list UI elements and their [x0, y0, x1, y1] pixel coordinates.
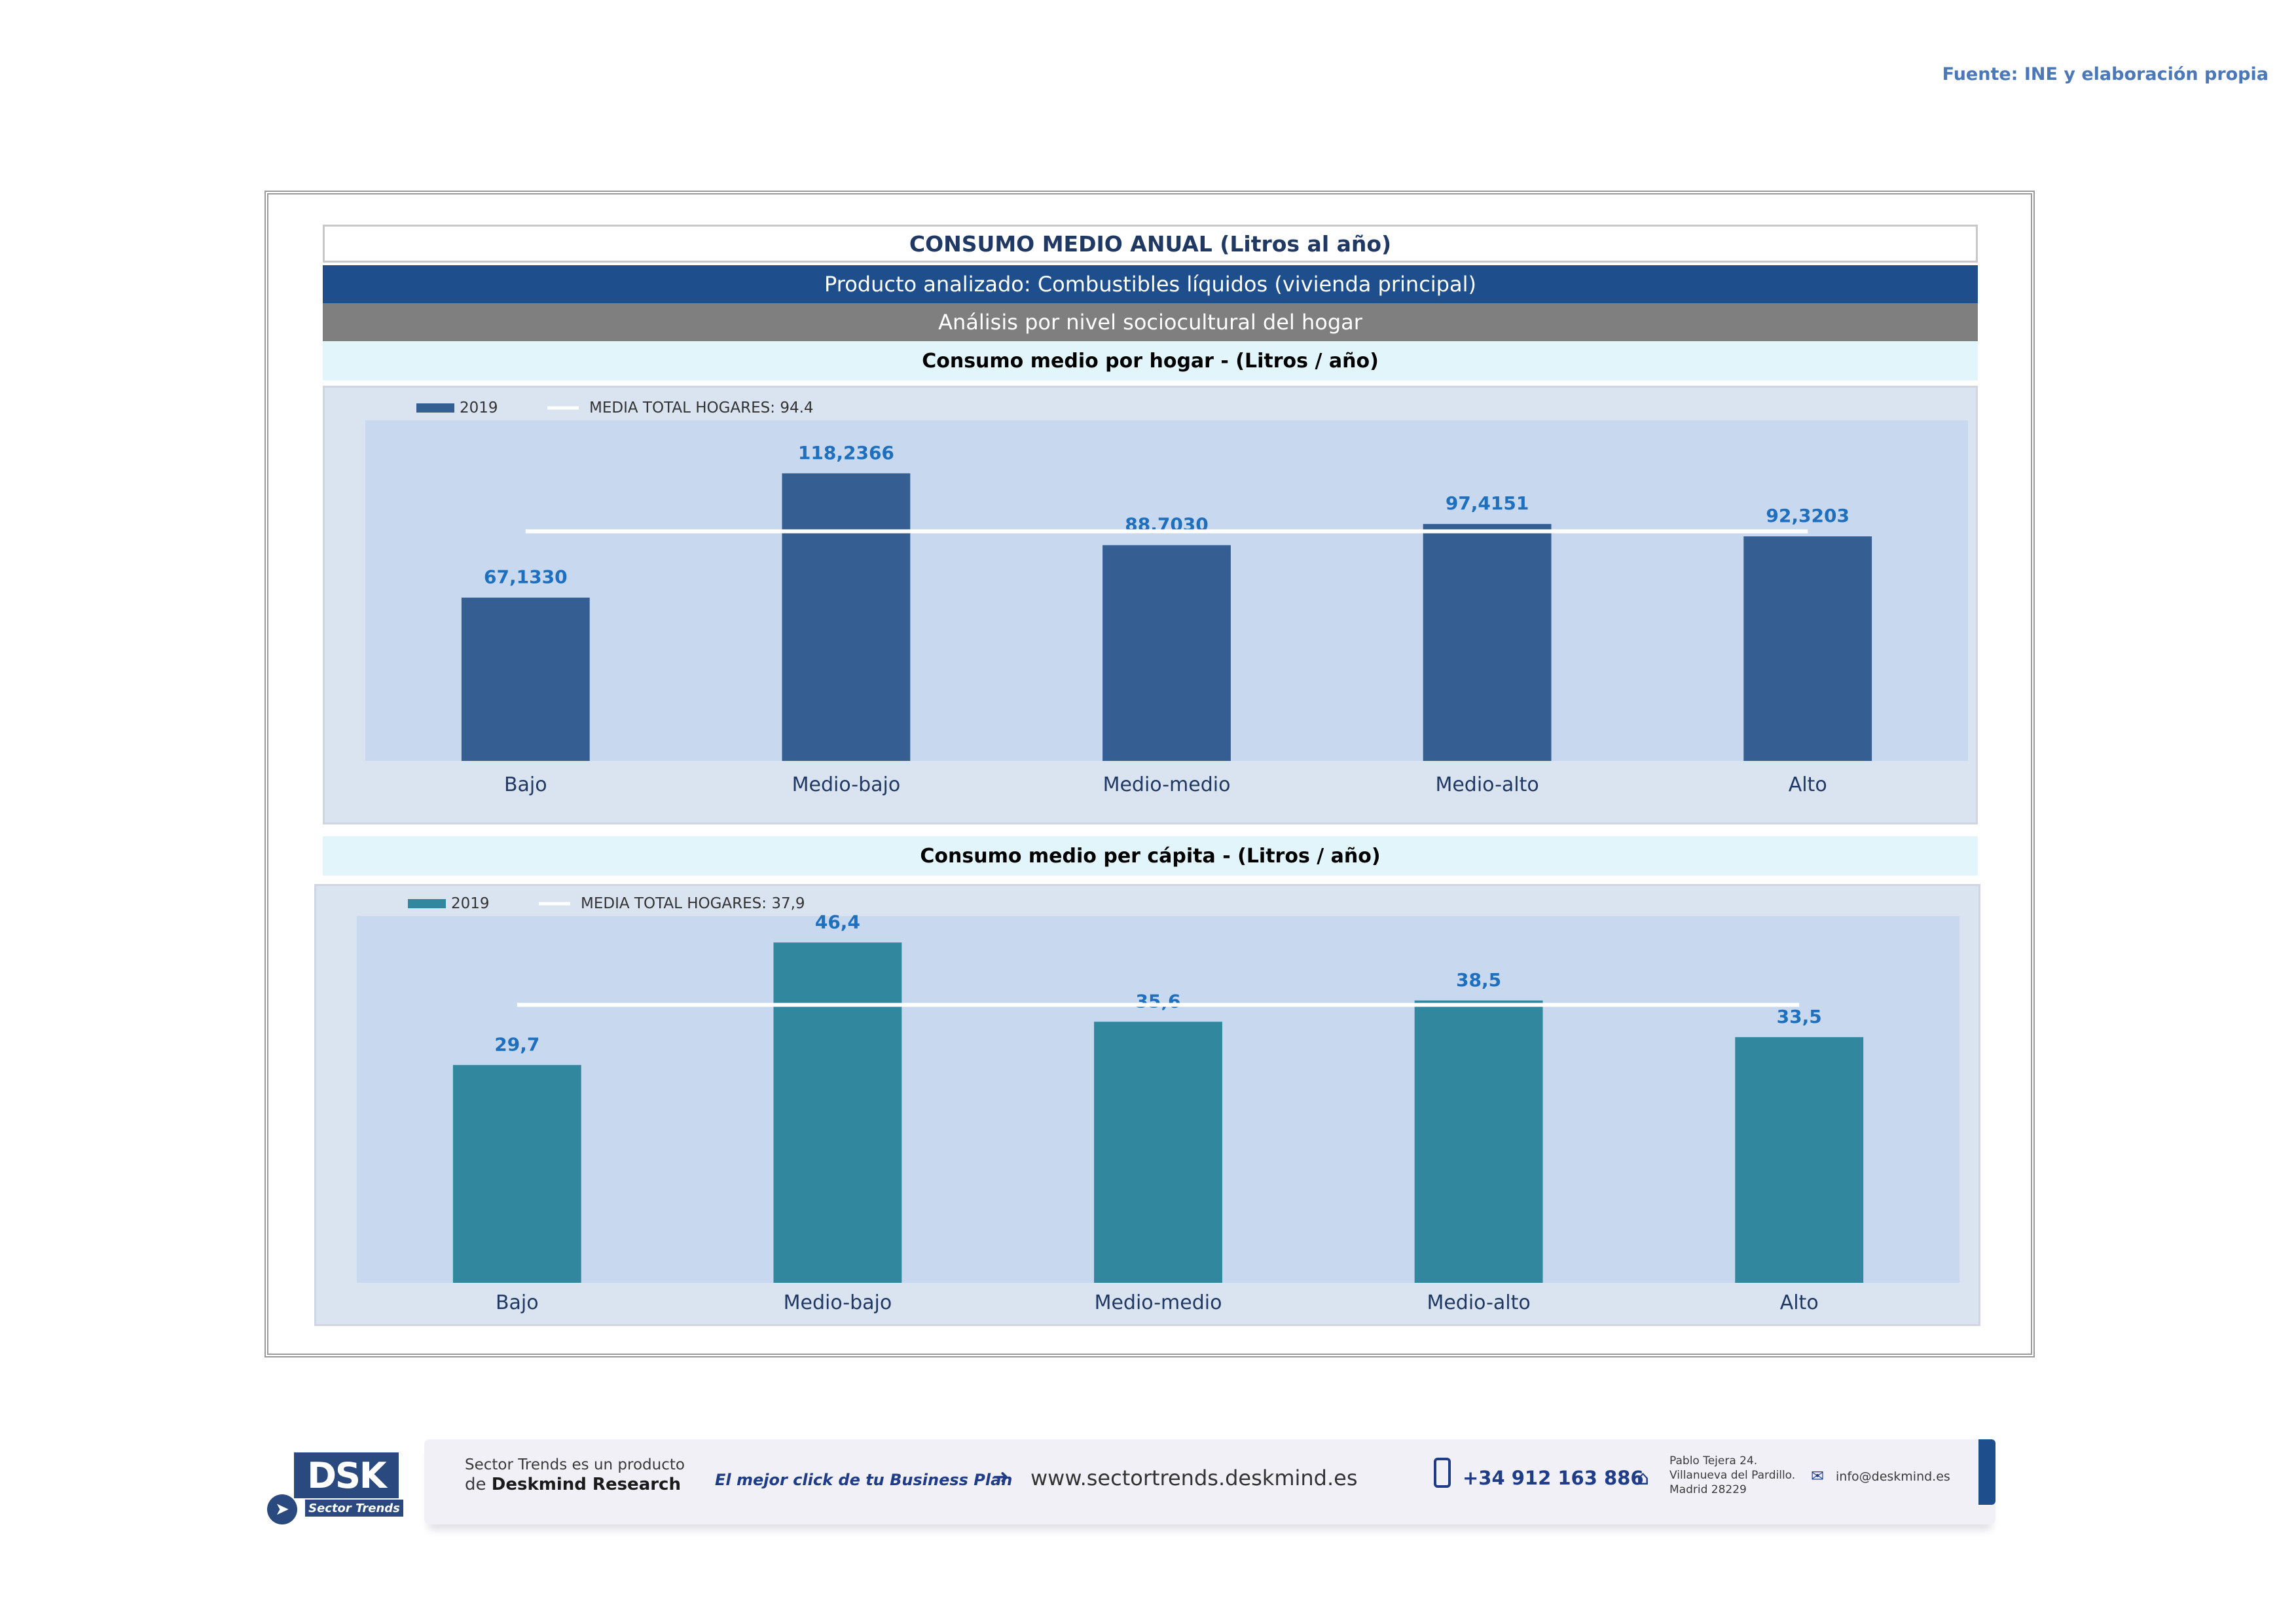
address-line-3: Madrid 28229	[1669, 1483, 1747, 1496]
address-line-2: Villanueva del Pardillo.	[1669, 1469, 1796, 1482]
data-label: 92,3203	[1766, 505, 1850, 526]
brand-name: Deskmind Research	[491, 1475, 681, 1494]
source-note: Fuente: INE y elaboración propia	[1942, 64, 2269, 84]
data-label: 97,4151	[1446, 492, 1529, 514]
data-label: 67,1330	[484, 566, 568, 588]
footer: DSK Sector Trends ➤ Sector Trends es un …	[264, 1434, 2019, 1552]
category-label: Bajo	[504, 773, 547, 796]
category-label: Medio-medio	[1095, 1291, 1222, 1314]
category-label: Medio-medio	[1103, 773, 1231, 796]
chart1-svg: 2019 MEDIA TOTAL HOGARES: 94.4 67,1330 Bajo…	[365, 399, 1968, 796]
bar	[461, 597, 590, 761]
legend-label-mean: MEDIA TOTAL HOGARES: 94.4	[589, 399, 814, 416]
bar	[1423, 524, 1552, 761]
chart2-panel: 2019 MEDIA TOTAL HOGARES: 37,9 29,7 Bajo 46,…	[314, 884, 1980, 1326]
address: Pablo Tejera 24. Villanueva del Pardillo…	[1669, 1454, 1795, 1497]
product-line-2-prefix: de	[465, 1475, 486, 1494]
cursor-arrow-icon: ➤	[267, 1494, 297, 1524]
bar	[452, 1065, 581, 1283]
phone-icon	[1434, 1458, 1451, 1488]
legend-label-series: 2019	[460, 399, 498, 416]
bar	[1102, 545, 1231, 761]
category-label: Medio-alto	[1435, 773, 1539, 796]
legend-label-series: 2019	[451, 895, 490, 912]
website-link[interactable]: www.sectortrends.deskmind.es	[1030, 1466, 1358, 1490]
category-label: Medio-bajo	[792, 773, 901, 796]
phone-number[interactable]: +34 912 163 886	[1463, 1467, 1644, 1489]
link-arrow-icon: ➜	[993, 1466, 1010, 1488]
footer-banner-edge	[1978, 1439, 1995, 1505]
legend-label-mean: MEDIA TOTAL HOGARES: 37,9	[581, 895, 805, 912]
data-label: 46,4	[815, 911, 860, 932]
data-label: 118,2366	[798, 442, 894, 464]
email-link[interactable]: info@deskmind.es	[1836, 1469, 1950, 1484]
bar	[1094, 1022, 1222, 1283]
data-label: 38,5	[1456, 969, 1501, 991]
dsk-logo[interactable]: DSK	[294, 1452, 399, 1498]
data-label: 29,7	[494, 1033, 539, 1055]
bar	[1743, 536, 1872, 761]
dsk-logo-sub: Sector Trends	[305, 1500, 403, 1517]
category-label: Bajo	[496, 1291, 539, 1314]
category-label: Medio-bajo	[784, 1291, 892, 1314]
product-line-2: de Deskmind Research	[465, 1475, 681, 1494]
slogan: El mejor click de tu Business Plan	[715, 1471, 1013, 1489]
product-line-1: Sector Trends es un producto	[465, 1456, 685, 1473]
analysis-banner: Análisis por nivel sociocultural del hog…	[323, 303, 1978, 341]
data-label: 35,6	[1135, 990, 1180, 1012]
category-label: Alto	[1789, 773, 1827, 796]
address-line-1: Pablo Tejera 24.	[1669, 1454, 1758, 1467]
data-label: 33,5	[1777, 1006, 1822, 1027]
bar	[1735, 1037, 1864, 1283]
bar	[773, 942, 902, 1283]
legend-swatch-series	[416, 403, 454, 413]
footer-banner	[424, 1439, 1995, 1524]
chart1-title: Consumo medio por hogar - (Litros / año)	[323, 341, 1978, 380]
bar	[782, 473, 911, 761]
category-label: Alto	[1780, 1291, 1819, 1314]
chart2-title: Consumo medio per cápita - (Litros / año…	[323, 836, 1978, 876]
mail-icon: ✉	[1811, 1467, 1825, 1485]
legend-swatch-series	[408, 899, 446, 908]
report-title: CONSUMO MEDIO ANUAL (Litros al año)	[323, 225, 1978, 263]
home-icon: ⌂	[1637, 1467, 1650, 1490]
chart1-panel: 2019 MEDIA TOTAL HOGARES: 94.4 67,1330 Bajo…	[323, 386, 1978, 824]
product-banner: Producto analizado: Combustibles líquido…	[323, 265, 1978, 303]
category-label: Medio-alto	[1427, 1291, 1530, 1314]
chart2-svg: 2019 MEDIA TOTAL HOGARES: 37,9 29,7 Bajo 46,…	[357, 895, 1959, 1314]
bar	[1414, 1000, 1543, 1283]
